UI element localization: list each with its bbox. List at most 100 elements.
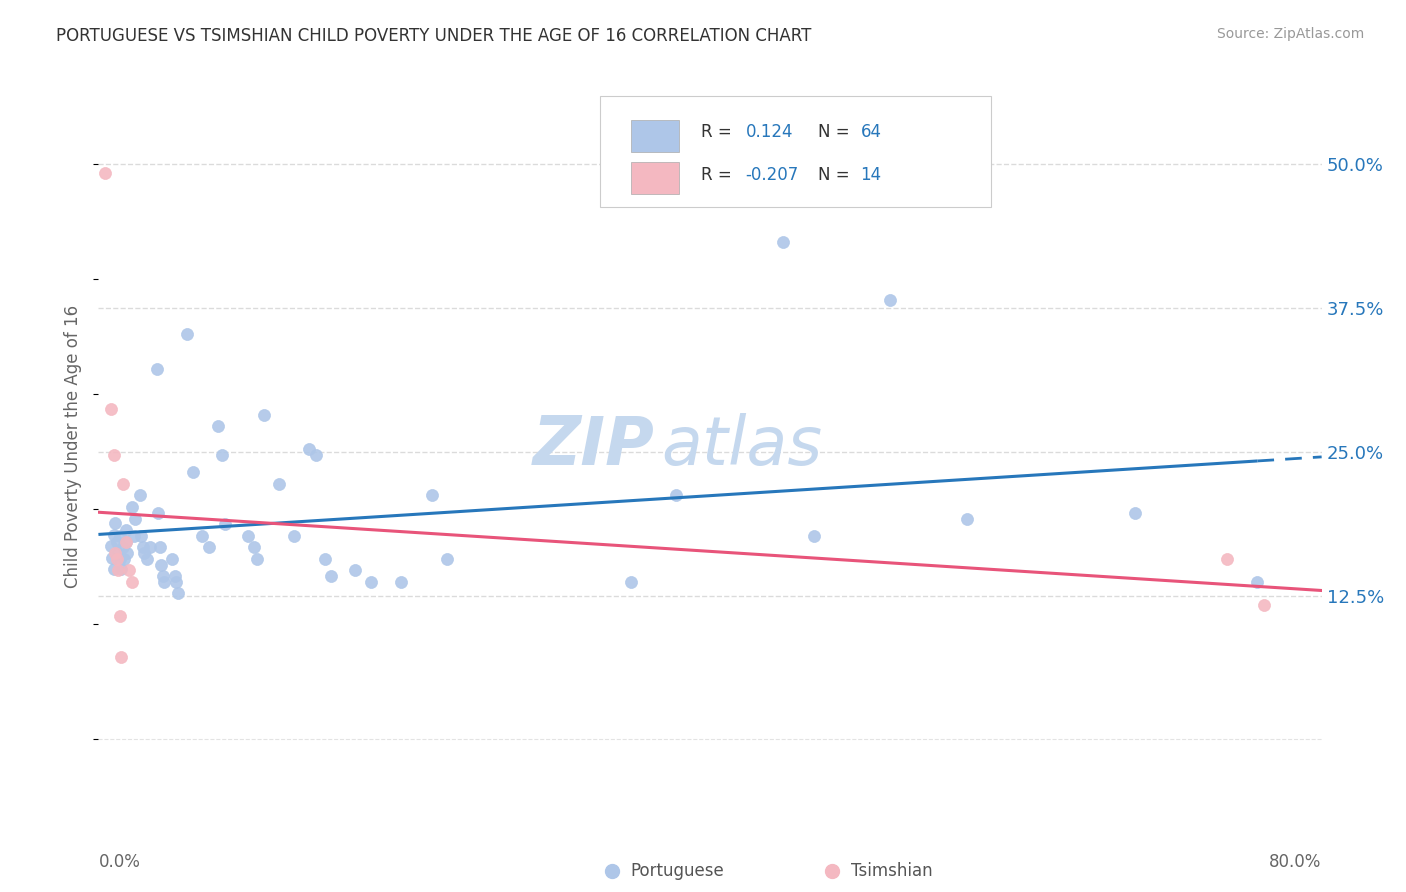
FancyBboxPatch shape — [630, 120, 679, 152]
Text: N =: N = — [818, 123, 855, 141]
Point — [436, 551, 458, 566]
Point — [730, 842, 752, 856]
Point — [115, 534, 138, 549]
Point — [128, 488, 150, 502]
Text: Source: ZipAtlas.com: Source: ZipAtlas.com — [1216, 27, 1364, 41]
Point — [105, 534, 128, 549]
Point — [252, 408, 274, 422]
Point — [167, 586, 190, 600]
Text: 64: 64 — [860, 123, 882, 141]
Point — [103, 527, 125, 541]
Point — [420, 488, 443, 502]
Point — [243, 541, 266, 555]
Point — [314, 551, 336, 566]
Point — [136, 551, 159, 566]
Text: R =: R = — [702, 166, 738, 184]
Point — [108, 551, 131, 566]
Point — [246, 551, 269, 566]
Text: -0.207: -0.207 — [745, 166, 799, 184]
Text: 0.124: 0.124 — [745, 123, 793, 141]
Point — [153, 574, 176, 589]
FancyBboxPatch shape — [600, 96, 991, 207]
Point — [665, 488, 688, 502]
Point — [118, 563, 141, 577]
Point — [344, 563, 367, 577]
Point — [304, 448, 326, 462]
Point — [105, 551, 128, 566]
Point — [145, 362, 167, 376]
Point — [197, 541, 219, 555]
Point — [121, 500, 143, 514]
Point — [163, 569, 186, 583]
Text: 0.0%: 0.0% — [98, 853, 141, 871]
Text: ZIP: ZIP — [533, 413, 655, 479]
FancyBboxPatch shape — [630, 162, 679, 194]
Point — [267, 477, 290, 491]
Point — [149, 541, 172, 555]
Text: Tsimshian: Tsimshian — [851, 862, 932, 880]
Point — [112, 551, 135, 566]
Point — [111, 477, 134, 491]
Point — [1123, 506, 1146, 520]
Point — [956, 511, 979, 525]
Point — [107, 563, 129, 577]
Point — [150, 558, 173, 572]
Point — [110, 562, 132, 576]
Point — [124, 511, 146, 525]
Point — [238, 529, 260, 543]
Point — [115, 523, 138, 537]
Point — [117, 546, 139, 560]
Point — [214, 517, 236, 532]
Point — [115, 534, 138, 549]
Point — [191, 529, 214, 543]
Text: N =: N = — [818, 166, 855, 184]
Point — [389, 574, 412, 589]
Point — [111, 541, 134, 555]
Point — [772, 235, 794, 250]
Point — [103, 562, 125, 576]
Point — [134, 546, 156, 560]
Point — [879, 293, 901, 307]
Point — [101, 550, 124, 565]
Point — [1216, 551, 1239, 566]
Point — [121, 574, 143, 589]
Point — [104, 516, 127, 530]
Text: R =: R = — [702, 123, 738, 141]
Point — [100, 539, 122, 553]
Point — [165, 574, 187, 589]
Text: PORTUGUESE VS TSIMSHIAN CHILD POVERTY UNDER THE AGE OF 16 CORRELATION CHART: PORTUGUESE VS TSIMSHIAN CHILD POVERTY UN… — [56, 27, 811, 45]
Text: 14: 14 — [860, 166, 882, 184]
Text: Portuguese: Portuguese — [630, 862, 724, 880]
Point — [93, 166, 115, 180]
Point — [152, 569, 174, 583]
Point — [298, 442, 321, 457]
Point — [181, 466, 204, 480]
Point — [146, 506, 169, 520]
Point — [132, 541, 155, 555]
Point — [122, 529, 145, 543]
Text: 80.0%: 80.0% — [1270, 853, 1322, 871]
Point — [283, 529, 305, 543]
Point — [129, 529, 152, 543]
Point — [211, 448, 233, 462]
Point — [360, 574, 382, 589]
Point — [319, 569, 342, 583]
Point — [107, 546, 129, 560]
Point — [100, 402, 122, 417]
Y-axis label: Child Poverty Under the Age of 16: Child Poverty Under the Age of 16 — [65, 304, 83, 588]
Point — [1004, 842, 1026, 856]
Point — [1253, 598, 1275, 612]
Point — [160, 551, 183, 566]
Point — [176, 327, 198, 342]
Point — [619, 574, 641, 589]
Point — [207, 419, 229, 434]
Point — [108, 609, 131, 624]
Point — [108, 529, 131, 543]
Point — [1246, 574, 1268, 589]
Point — [803, 529, 825, 543]
Point — [103, 448, 125, 462]
Point — [139, 541, 162, 555]
Point — [104, 546, 127, 560]
Text: atlas: atlas — [661, 413, 823, 479]
Point — [110, 649, 132, 664]
